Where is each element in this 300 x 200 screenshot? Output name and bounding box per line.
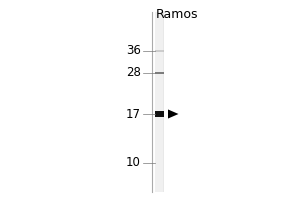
Bar — [154, 111, 164, 117]
Bar — [154, 50, 164, 52]
Polygon shape — [168, 109, 178, 119]
Text: 17: 17 — [126, 108, 141, 120]
Text: 36: 36 — [126, 45, 141, 58]
Bar — [155, 12, 163, 192]
Bar — [154, 72, 164, 74]
Text: 10: 10 — [126, 156, 141, 170]
Bar — [154, 12, 164, 192]
Text: 28: 28 — [126, 66, 141, 79]
Text: Ramos: Ramos — [156, 7, 198, 21]
